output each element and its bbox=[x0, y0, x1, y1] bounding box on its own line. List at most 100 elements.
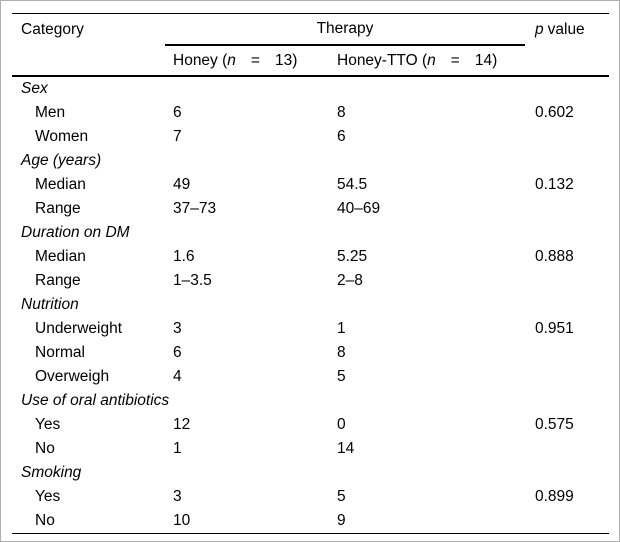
honey-tto-value-cell: 5.25 bbox=[337, 248, 368, 265]
data-row: No 10 9 bbox=[12, 509, 609, 534]
data-row: No 1 14 bbox=[12, 437, 609, 461]
p-value-cell: 0.602 bbox=[535, 104, 574, 121]
category-cell: Yes bbox=[35, 416, 61, 433]
category-cell: Men bbox=[35, 104, 66, 121]
honey-value-cell: 3 bbox=[173, 488, 182, 505]
honey-value-cell: 3 bbox=[173, 320, 182, 337]
honey-tto-value-cell: 0 bbox=[337, 416, 346, 433]
p-value-cell bbox=[525, 365, 609, 389]
baseline-characteristics-table: Category Therapy p value Honey (n = 13) Hon… bbox=[12, 13, 609, 534]
p-value-italic-p: p bbox=[535, 20, 544, 38]
empty-header-cell bbox=[525, 45, 609, 77]
category-cell: Median bbox=[35, 176, 86, 193]
honey-tto-value-cell: 8 bbox=[337, 344, 346, 361]
category-cell: Women bbox=[35, 128, 89, 145]
category-cell: Overweigh bbox=[35, 368, 110, 385]
data-row: Median 49 54.5 0.132 bbox=[12, 173, 609, 197]
section-label: Duration on DM bbox=[21, 224, 130, 241]
table-header: Category Therapy p value Honey (n = 13) Hon… bbox=[12, 13, 609, 77]
honey-tto-value-cell: 40–69 bbox=[337, 200, 381, 217]
honey-equals-sign: = bbox=[250, 51, 260, 69]
header-row-groups: Category Therapy p value bbox=[12, 13, 609, 46]
section-row: Nutrition bbox=[12, 293, 609, 317]
data-row: Men 6 8 0.602 bbox=[12, 101, 609, 125]
p-value-cell: 0.575 bbox=[535, 416, 574, 433]
category-cell: Underweight bbox=[35, 320, 123, 337]
honey-value-cell: 6 bbox=[173, 104, 182, 121]
honey-tto-value-cell: 1 bbox=[337, 320, 346, 337]
honey-value-cell: 1 bbox=[173, 440, 182, 457]
p-value-cell: 0.132 bbox=[535, 176, 574, 193]
table-body: Sex Men 6 8 0.602 Women 7 6 Age (years) Median 49 5… bbox=[12, 76, 609, 534]
p-value-cell: 0.888 bbox=[535, 248, 574, 265]
honey-value-cell: 6 bbox=[173, 344, 182, 361]
category-cell: Normal bbox=[35, 344, 85, 361]
data-row: Normal 6 8 bbox=[12, 341, 609, 365]
honey-sample-size: 13) bbox=[274, 51, 298, 69]
p-value-cell: 0.951 bbox=[535, 320, 574, 337]
section-label: Smoking bbox=[21, 464, 82, 481]
category-cell: Median bbox=[35, 248, 86, 265]
honey-tto-value-cell: 8 bbox=[337, 104, 346, 121]
honey-tto-equals-sign: = bbox=[450, 51, 460, 69]
honey-tto-sample-size: 14) bbox=[474, 51, 498, 69]
honey-tto-value-cell: 14 bbox=[337, 440, 355, 457]
honey-value-cell: 37–73 bbox=[173, 200, 217, 217]
section-row: Use of oral antibiotics bbox=[12, 389, 609, 413]
honey-tto-label-prefix: Honey-TTO ( bbox=[337, 51, 428, 69]
data-row: Range 37–73 40–69 bbox=[12, 197, 609, 221]
honey-n-italic: n bbox=[227, 51, 236, 69]
header-row-arms: Honey (n = 13) Honey-TTO (n = 14) bbox=[12, 45, 609, 77]
section-label: Sex bbox=[21, 80, 48, 97]
p-value-cell bbox=[525, 125, 609, 149]
honey-label-prefix: Honey ( bbox=[173, 51, 228, 69]
section-label: Use of oral antibiotics bbox=[21, 392, 170, 409]
p-value-cell bbox=[525, 437, 609, 461]
data-row: Median 1.6 5.25 0.888 bbox=[12, 245, 609, 269]
category-cell: No bbox=[35, 440, 55, 457]
section-row: Smoking bbox=[12, 461, 609, 485]
data-row: Range 1–3.5 2–8 bbox=[12, 269, 609, 293]
honey-value-cell: 1–3.5 bbox=[173, 272, 212, 289]
honey-value-cell: 12 bbox=[173, 416, 191, 433]
data-row: Overweigh 4 5 bbox=[12, 365, 609, 389]
data-row: Women 7 6 bbox=[12, 125, 609, 149]
p-value-label-rest: value bbox=[547, 20, 585, 38]
section-row: Age (years) bbox=[12, 149, 609, 173]
honey-value-cell: 49 bbox=[173, 176, 191, 193]
honey-tto-column-header: Honey-TTO (n = 14) bbox=[330, 45, 525, 77]
honey-tto-value-cell: 9 bbox=[337, 512, 346, 529]
empty-header-cell bbox=[12, 45, 165, 77]
category-cell: No bbox=[35, 512, 55, 529]
honey-value-cell: 7 bbox=[173, 128, 182, 145]
honey-column-header: Honey (n = 13) bbox=[165, 45, 330, 77]
honey-tto-value-cell: 54.5 bbox=[337, 176, 368, 193]
honey-tto-value-cell: 5 bbox=[337, 368, 346, 385]
section-row: Sex bbox=[12, 76, 609, 101]
p-value-cell bbox=[525, 341, 609, 365]
honey-value-cell: 4 bbox=[173, 368, 182, 385]
category-cell: Yes bbox=[35, 488, 61, 505]
honey-tto-value-cell: 5 bbox=[337, 488, 346, 505]
honey-value-cell: 1.6 bbox=[173, 248, 195, 265]
p-value-cell: 0.899 bbox=[535, 488, 574, 505]
p-value-column-header: p value bbox=[525, 14, 609, 46]
data-row: Underweight 3 1 0.951 bbox=[12, 317, 609, 341]
section-label: Nutrition bbox=[21, 296, 79, 313]
category-column-header: Category bbox=[21, 20, 84, 38]
honey-tto-value-cell: 6 bbox=[337, 128, 346, 145]
therapy-group-header: Therapy bbox=[165, 13, 525, 46]
honey-tto-value-cell: 2–8 bbox=[337, 272, 363, 289]
section-row: Duration on DM bbox=[12, 221, 609, 245]
honey-value-cell: 10 bbox=[173, 512, 191, 529]
p-value-cell bbox=[525, 509, 609, 534]
category-cell: Range bbox=[35, 200, 81, 217]
category-cell: Range bbox=[35, 272, 81, 289]
honey-tto-n-italic: n bbox=[427, 51, 436, 69]
p-value-cell bbox=[525, 269, 609, 293]
data-row: Yes 3 5 0.899 bbox=[12, 485, 609, 509]
data-row: Yes 12 0 0.575 bbox=[12, 413, 609, 437]
section-label: Age (years) bbox=[21, 152, 102, 169]
p-value-cell bbox=[525, 197, 609, 221]
